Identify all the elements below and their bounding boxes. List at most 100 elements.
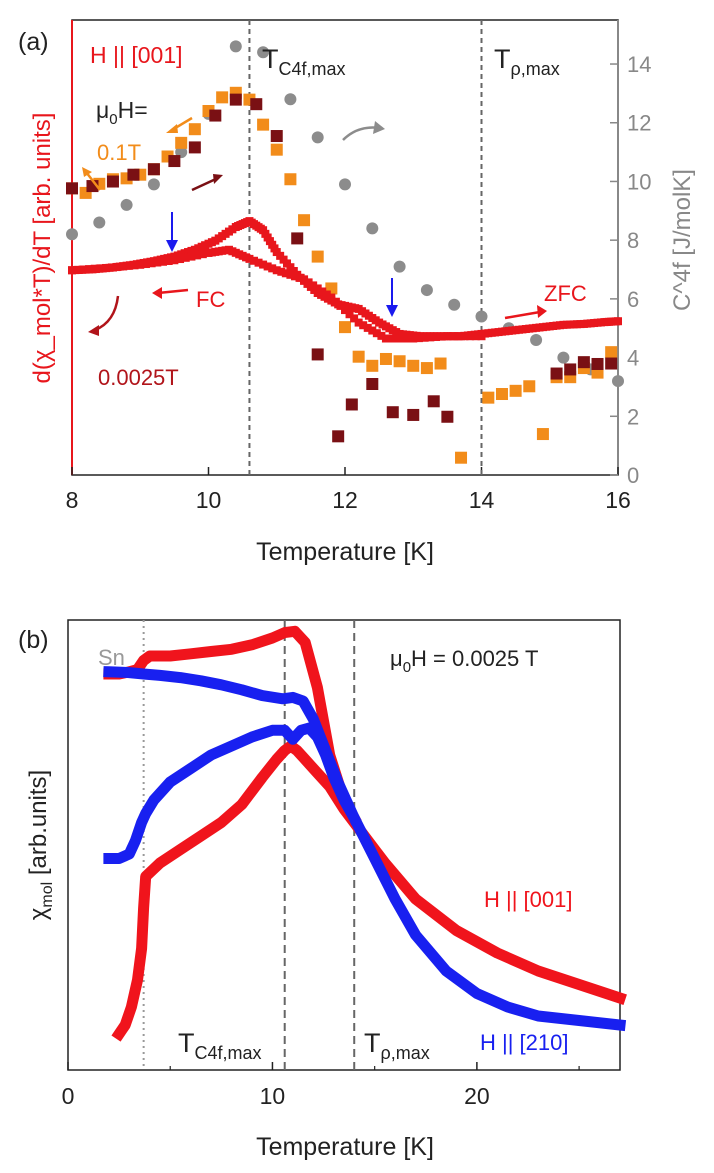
panel-b-frame [67,619,621,1071]
a-point [127,168,140,181]
panel-b-tc4f-label: TC4f,max [178,1028,262,1063]
a-point [107,263,116,272]
panel-a-right-ylabel: C^4f [J/molK] [669,169,696,311]
a-point [229,93,242,106]
a-point [441,410,454,423]
a-point [407,359,420,372]
a-point [386,334,395,343]
a-point [295,273,304,282]
a-point [395,334,404,343]
a-point [198,250,207,259]
arrowhead-orange-lower [82,167,92,177]
a-point [193,251,202,260]
a-point [119,262,128,271]
a-point [93,216,106,229]
arrow-fc [157,288,189,295]
a-series-C4f [66,40,624,388]
b-curve [111,740,627,1042]
arrowhead-blue-right [386,305,398,317]
a-point [381,334,390,343]
a-point [286,270,295,279]
a-ytick-label: 6 [627,287,639,312]
a-point [311,131,324,144]
a-point [284,93,297,106]
a-point [345,398,358,411]
a-point [270,130,283,143]
a-xtick-label: 16 [605,487,631,513]
panel-a-vlines [248,20,483,475]
a-point [327,293,336,302]
a-point [391,334,400,343]
a-point [454,332,463,341]
a-point [466,332,475,341]
a-point [176,255,185,264]
a-point [187,246,196,255]
a-point [354,318,363,327]
a-series-0.0025T-FC [68,245,486,343]
a-ytick-label: 10 [627,169,651,194]
a-point [475,310,488,323]
a-point [345,310,354,319]
a-point [404,334,413,343]
a-point [437,332,446,341]
a-point [420,284,433,297]
a-point [359,321,368,330]
panel-a-mu0h: μ0H= [96,97,148,128]
a-point [611,317,620,326]
a-point [322,290,331,299]
panel-a-trho-label: Tρ,max [494,44,560,79]
a-point [352,350,365,363]
a-point [363,323,372,332]
a-point [216,91,229,104]
a-point [400,334,409,343]
panel-a-x-ticks: 8 10 12 14 16 [66,467,631,513]
a-point [120,198,133,211]
a-point [268,264,277,273]
a-point [350,314,359,323]
panel-b-legend-210: H || [210] [480,1030,568,1055]
a-point [509,384,522,397]
a-point [147,259,156,268]
a-point [443,332,452,341]
a-point [591,357,604,370]
a-point [256,224,265,233]
a-point [535,323,544,332]
a-point [159,257,167,266]
a-point [257,118,270,131]
arrow-orange-lower [85,171,101,191]
a-point [434,357,447,370]
a-point [523,380,536,393]
a-point [250,98,263,111]
arrowhead-fc [152,287,162,299]
a-point [147,163,160,176]
a-point [449,332,458,341]
panel-b-ylabel: χmol [arb.units] [25,770,56,920]
a-point [254,258,263,267]
a-ytick-label: 12 [627,111,651,136]
a-ytick-label: 8 [627,228,639,253]
a-point [366,222,379,235]
a-point [409,334,418,343]
panel-a-tc4f-label: TC4f,max [262,44,346,79]
panel-b-x-ticks: 0 10 20 [62,1062,580,1109]
arrowhead-dark-red [213,174,223,184]
panel-b-trho-label: Tρ,max [364,1028,430,1063]
a-point [136,260,145,269]
a-point [147,178,160,191]
a-point [243,218,252,227]
b-xtick-label: 20 [464,1083,490,1109]
a-point [427,395,440,408]
a-point [66,228,78,241]
a-point [300,275,309,284]
a-point [530,333,543,346]
a-point [106,175,119,188]
a-point [557,351,570,364]
a-point [284,173,297,186]
panel-b: (b) 0 10 20 Temperature [K] χmol [arb.unit… [18,619,627,1161]
a-point [281,269,290,278]
panel-a-arrows [82,116,547,336]
panel-b-field-label: μ0H = 0.0025 T [390,646,538,676]
a-point [414,334,423,343]
a-point [339,321,351,334]
